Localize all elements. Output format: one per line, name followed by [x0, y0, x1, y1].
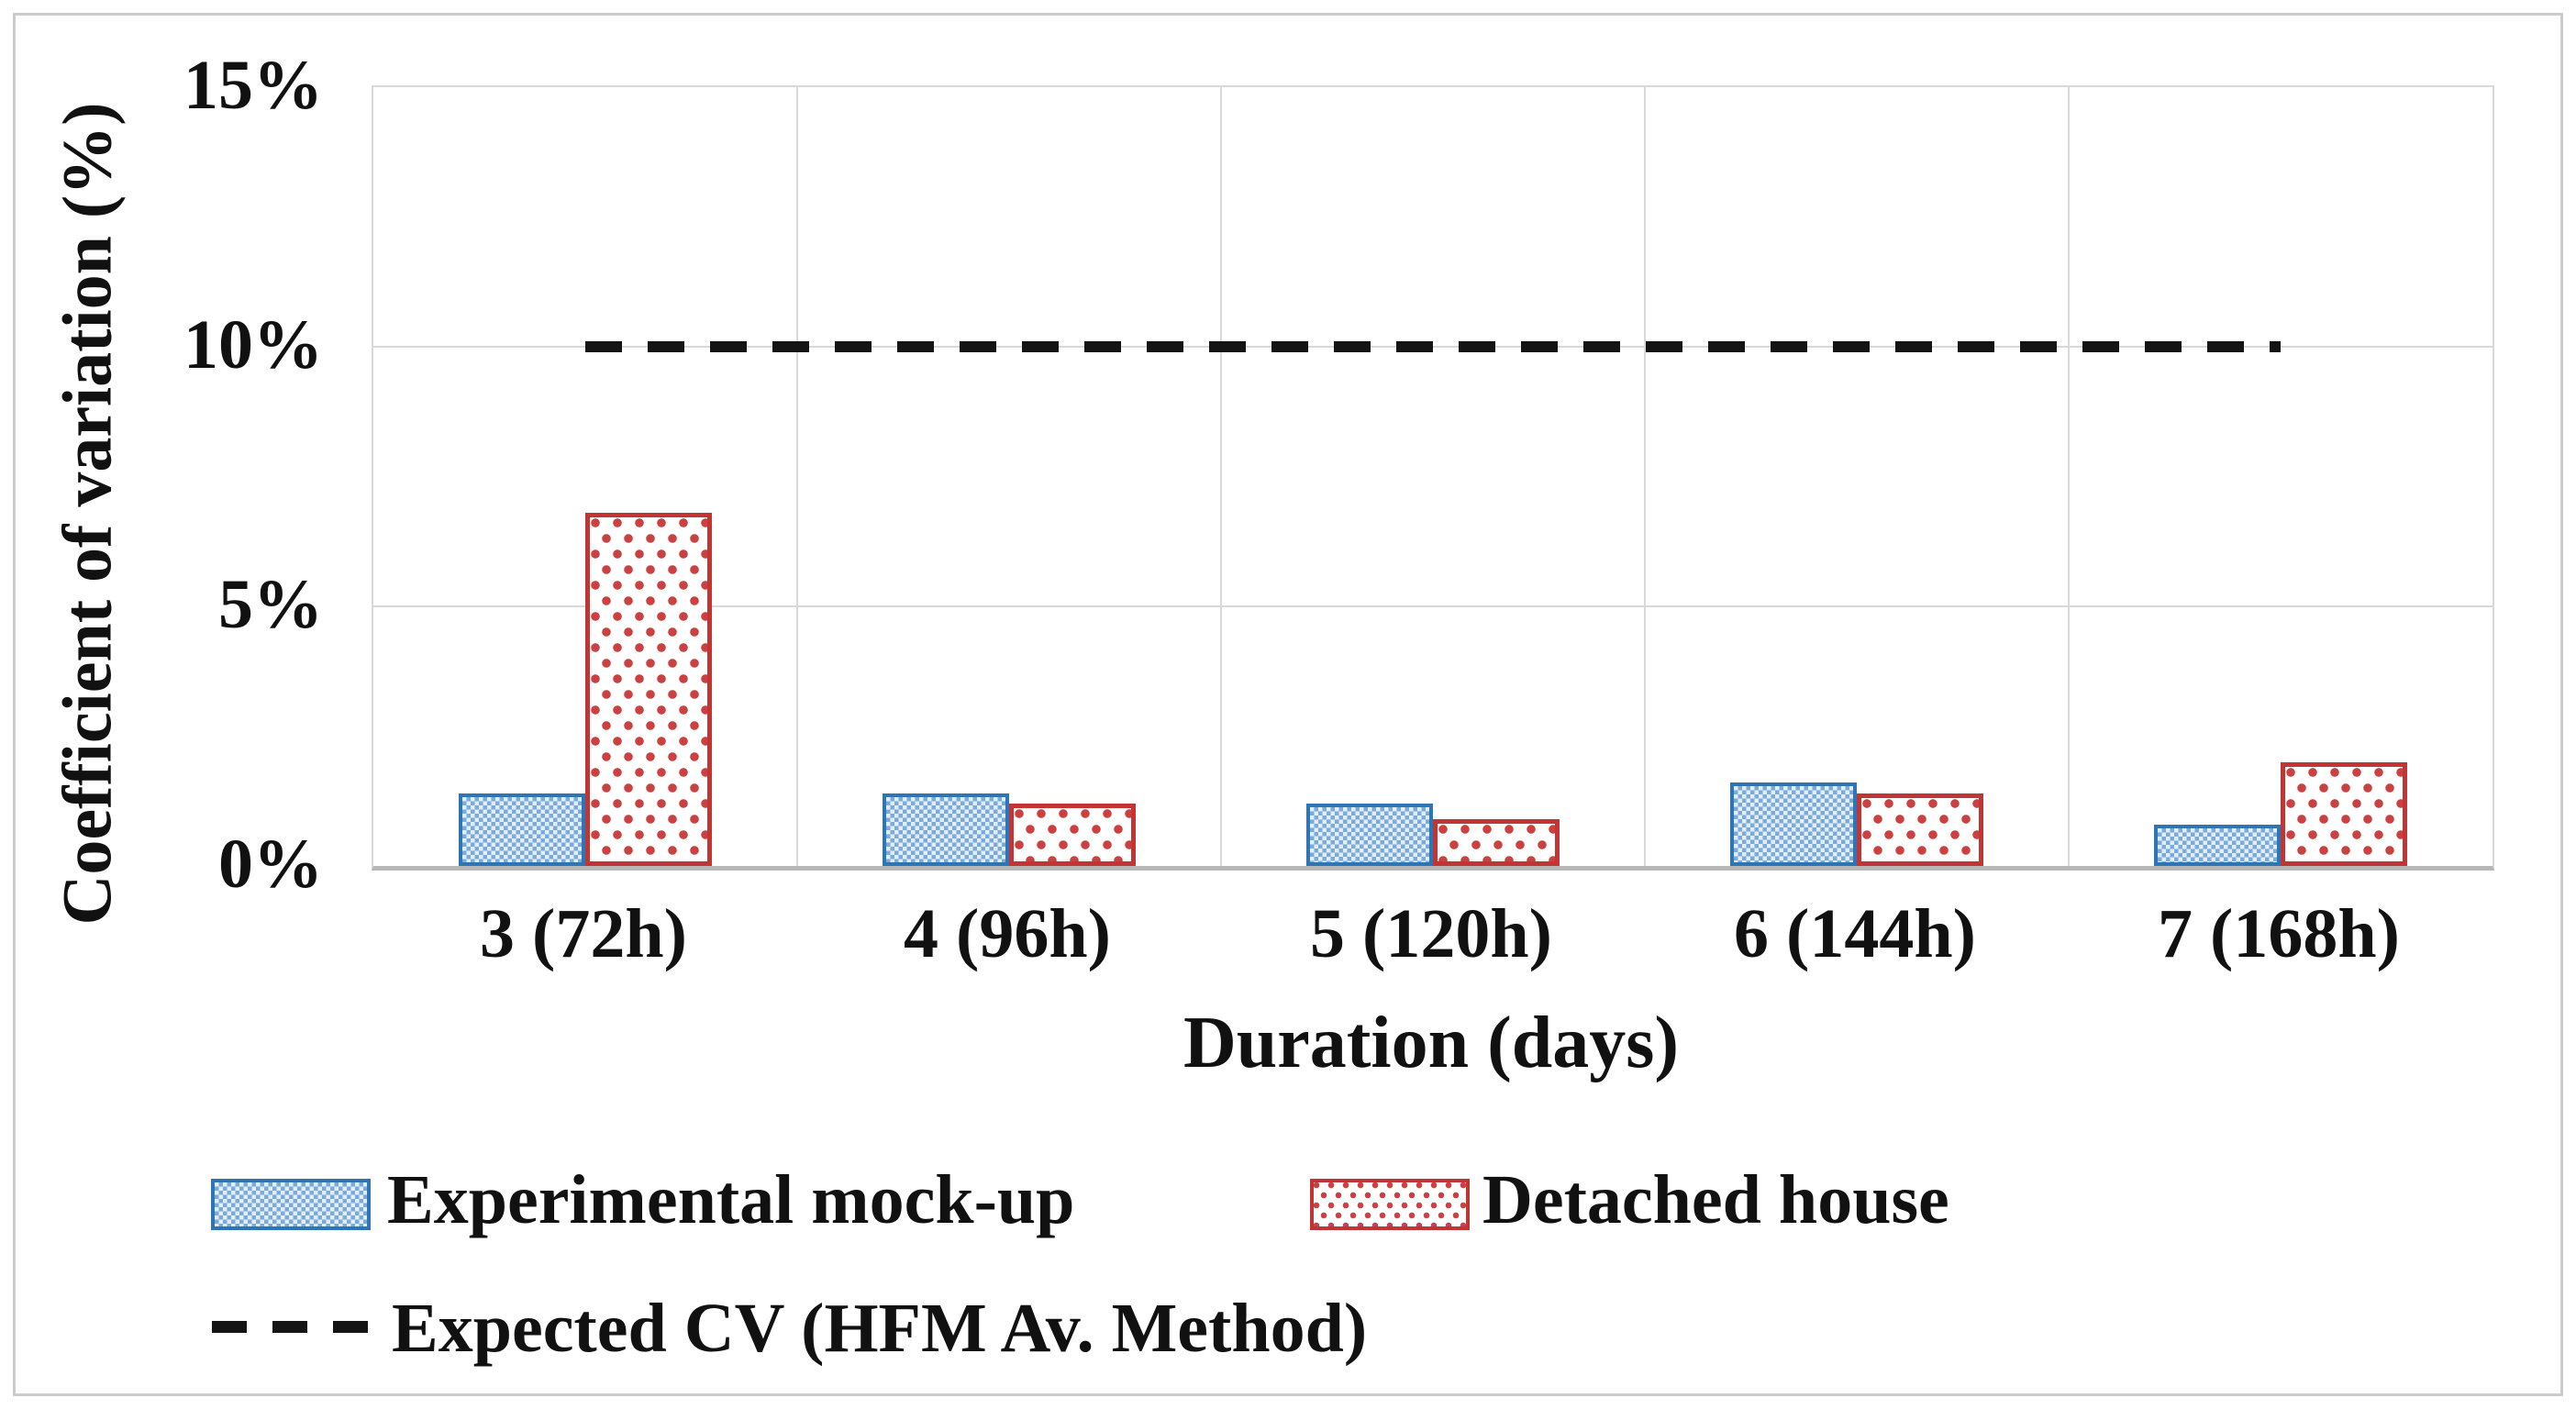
bar-detached-house-7-168h	[2281, 761, 2407, 866]
bar-experimental-mock-up-6-144h	[1730, 782, 1857, 866]
bar-detached-house-3-72h	[585, 513, 712, 866]
y-tick-label-5: 5%	[218, 566, 323, 643]
x-tick-label-5-120h: 5 (120h)	[1310, 895, 1552, 972]
legend-label-experimental-mock-up: Experimental mock-up	[387, 1161, 1075, 1238]
bar-experimental-mock-up-3-72h	[459, 793, 585, 866]
y-tick-label-0: 0%	[218, 826, 323, 903]
x-tick-label-6-144h: 6 (144h)	[1734, 895, 1976, 972]
bar-detached-house-4-96h	[1009, 804, 1136, 866]
reference-line-expected-cv	[585, 341, 2281, 352]
legend-swatch-expected-cv-dashed-line	[212, 1321, 370, 1333]
gridline-vertical-1	[796, 87, 798, 866]
y-axis-title: Coefficient of variation (%)	[49, 102, 127, 926]
legend-label-detached-house: Detached house	[1482, 1161, 1949, 1238]
bar-experimental-mock-up-4-96h	[883, 793, 1009, 866]
x-tick-label-3-72h: 3 (72h)	[480, 895, 687, 972]
legend-swatch-detached-house	[1310, 1179, 1470, 1230]
bar-detached-house-5-120h	[1433, 819, 1560, 866]
figure-frame	[13, 13, 2563, 1396]
legend-label-expected-cv: Expected CV (HFM Av. Method)	[392, 1290, 1368, 1367]
plot-area	[372, 85, 2494, 871]
bar-experimental-mock-up-7-168h	[2154, 824, 2281, 866]
y-tick-label-15: 15%	[183, 47, 323, 124]
y-tick-label-10: 10%	[183, 306, 323, 383]
x-tick-label-7-168h: 7 (168h)	[2158, 895, 2400, 972]
gridline-vertical-2	[1220, 87, 1222, 866]
gridline-vertical-4	[2068, 87, 2070, 866]
gridline-vertical-3	[1644, 87, 1646, 866]
gridline-horizontal-5pct	[373, 605, 2493, 607]
bar-experimental-mock-up-5-120h	[1306, 804, 1433, 866]
bar-detached-house-6-144h	[1857, 793, 1983, 866]
x-axis-title: Duration (days)	[1183, 1003, 1680, 1083]
legend-swatch-experimental-mock-up	[211, 1179, 371, 1230]
x-tick-label-4-96h: 4 (96h)	[904, 895, 1111, 972]
